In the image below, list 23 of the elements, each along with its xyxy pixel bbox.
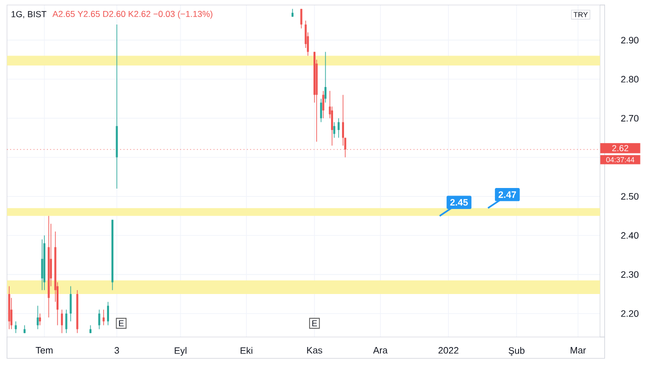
x-tick-label: Mar [570, 347, 586, 354]
x-tick-label: 3 [114, 347, 119, 354]
text: 1G, BIST [12, 11, 46, 18]
text: A2.65 Y2.65 D2.60 K2.62 −0.03 (−1.13%) [52, 10, 212, 19]
y-tick-label: 2.30 [621, 271, 639, 278]
y-tick-label: 2.90 [621, 36, 639, 44]
x-tick-label: Ara [373, 347, 388, 354]
x-tick-label: Tem [36, 347, 53, 354]
annotation: E [312, 320, 317, 326]
x-tick-label: Şub [508, 347, 524, 356]
annotation: 2.45 [450, 199, 468, 206]
ref-line-label: 2.62 [612, 145, 628, 152]
y-tick-label: 2.80 [621, 76, 639, 82]
y-tick-label: 2.50 [621, 193, 639, 200]
y-tick-label: 2.40 [621, 232, 639, 239]
y-tick-label: 2.20 [621, 310, 639, 317]
x-tick-label: Eyl [174, 347, 186, 356]
y-tick-label: 2.70 [621, 114, 639, 122]
x-tick-label: Kas [307, 347, 322, 354]
annotation: E [119, 320, 124, 326]
x-tick-label: Eki [240, 347, 252, 354]
annotation: 2.47 [498, 191, 516, 198]
x-tick-label: 2022 [438, 347, 458, 354]
